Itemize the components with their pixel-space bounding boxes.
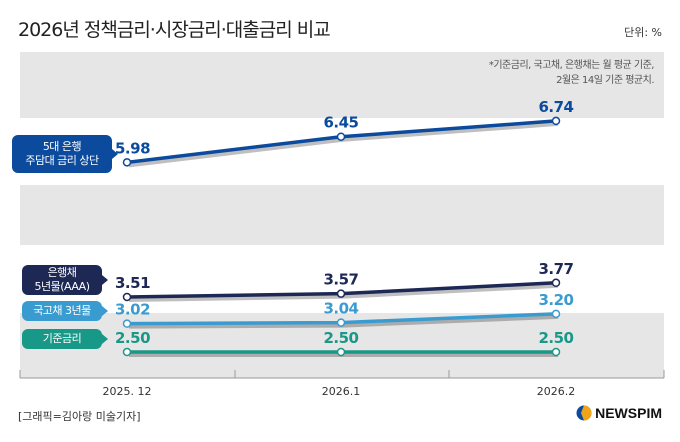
data-point xyxy=(551,278,561,288)
page-title: 2026년 정책금리·시장금리·대출금리 비교 xyxy=(18,19,331,41)
badge-line: 국고채 3년물 xyxy=(33,304,91,317)
data-label: 3.57 xyxy=(323,271,358,289)
badge-line: 주담대 금리 상단 xyxy=(25,154,99,167)
credit: [그래픽=김아랑 미술기자] xyxy=(18,410,141,423)
series-3: 2.50 2.50 2.50 xyxy=(115,329,574,357)
data-label: 3.04 xyxy=(323,300,358,318)
data-point xyxy=(336,318,346,327)
series-label-badge: 기준금리 xyxy=(22,329,108,349)
footnote: *기준금리, 국고채, 은행채는 월 평균 기준, 2월은 14일 기준 평균치… xyxy=(488,58,655,88)
data-point xyxy=(551,347,561,357)
data-label: 5.98 xyxy=(115,139,150,157)
data-point xyxy=(551,116,561,126)
band xyxy=(20,185,664,245)
badge-line: 은행채 xyxy=(47,266,77,279)
data-label: 2.50 xyxy=(323,329,358,347)
data-point xyxy=(122,292,132,302)
data-label: 3.77 xyxy=(538,260,573,278)
series-2: 3.02 3.04 3.20 xyxy=(115,291,574,329)
data-label: 3.20 xyxy=(538,291,573,309)
data-label: 2.50 xyxy=(115,329,150,347)
badge-line: 5년물(AAA) xyxy=(34,280,90,293)
data-label: 6.45 xyxy=(323,114,358,132)
data-point xyxy=(336,347,346,357)
x-tick-label: 2026.2 xyxy=(537,385,576,398)
footnote-line: *기준금리, 국고채, 은행채는 월 평균 기준, xyxy=(488,60,655,71)
data-point xyxy=(336,289,346,298)
series-1: 3.51 3.57 3.77 xyxy=(115,260,574,302)
data-label: 2.50 xyxy=(538,329,573,347)
badge-line: 5대 은행 xyxy=(42,140,82,153)
series-label-badge: 은행채 5년물(AAA) xyxy=(22,265,108,295)
newspim-logo: NEWSPIM xyxy=(576,405,662,421)
data-point xyxy=(122,319,132,328)
series-label-badge: 국고채 3년물 xyxy=(22,301,108,321)
footnote-line: 2월은 14일 기준 평균치. xyxy=(556,75,654,86)
data-point xyxy=(122,158,132,167)
data-point xyxy=(122,347,132,357)
logo-icon xyxy=(576,405,592,421)
badge-line: 기준금리 xyxy=(42,332,82,345)
x-tick-label: 2025. 12 xyxy=(103,385,152,398)
band xyxy=(20,52,664,118)
logo-text: NEWSPIM xyxy=(595,405,662,421)
unit-label: 단위: % xyxy=(624,26,662,39)
data-point xyxy=(336,132,346,141)
series-label-badge: 5대 은행 주담대 금리 상단 xyxy=(12,135,118,173)
series-0: 5.98 6.45 6.74 xyxy=(115,98,574,168)
data-point xyxy=(551,309,561,319)
x-tick-label: 2026.1 xyxy=(322,385,361,398)
data-label: 3.51 xyxy=(115,274,150,292)
data-label: 6.74 xyxy=(538,98,573,116)
data-label: 3.02 xyxy=(115,301,150,319)
